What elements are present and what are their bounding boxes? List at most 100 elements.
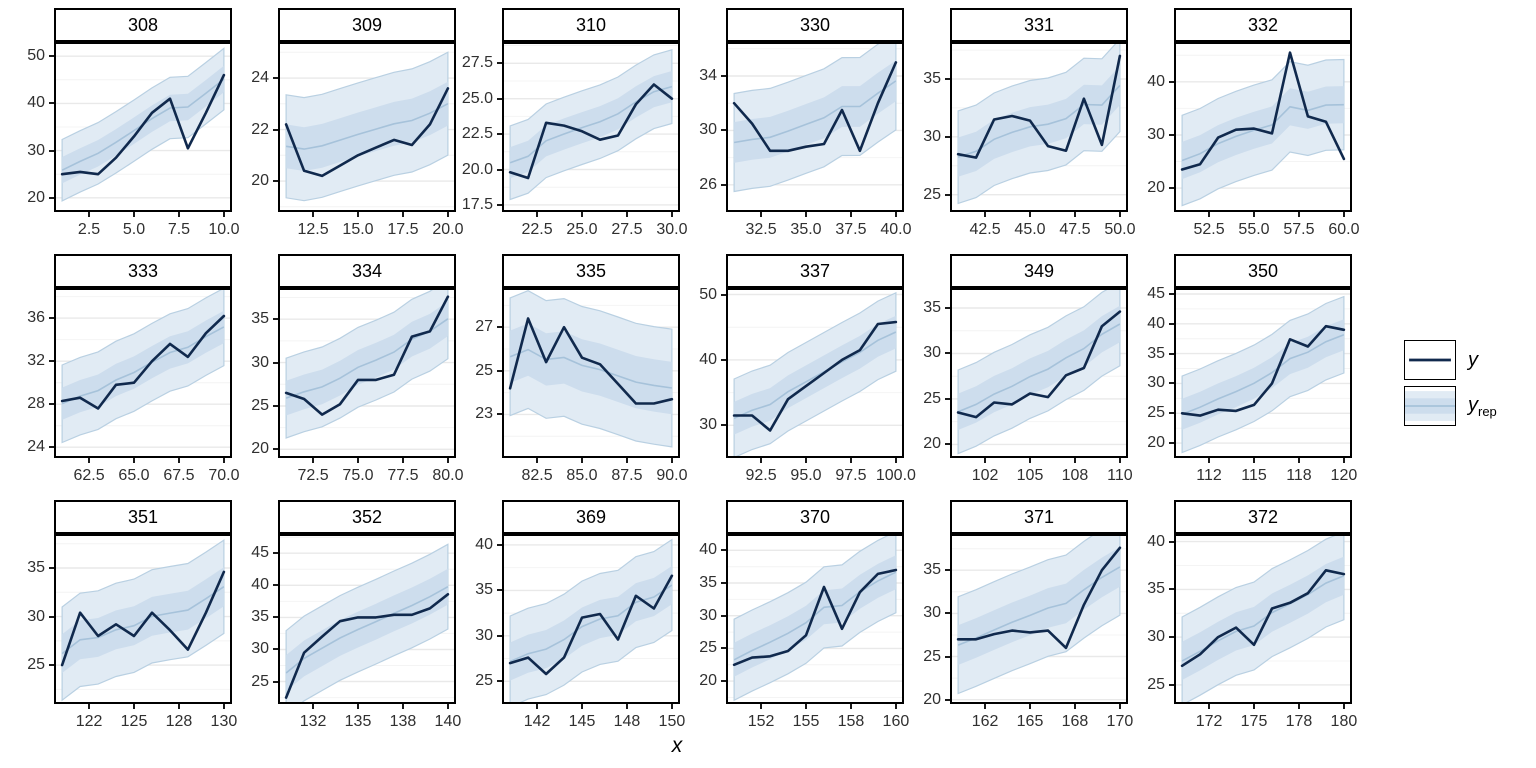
- x-tick-mark: [894, 212, 897, 217]
- x-tick-mark: [357, 458, 359, 463]
- facet-panel: [278, 288, 456, 458]
- x-tick-label: 57.5: [1283, 221, 1315, 238]
- y-line: [1180, 568, 1346, 668]
- y-tick-mark: [1169, 588, 1174, 591]
- facet-plot: [502, 534, 680, 704]
- facet-panel: [950, 288, 1128, 458]
- x-tick-label: 30.0: [656, 221, 688, 238]
- y-axis: 20 25 30 35 40 45: [1130, 285, 1174, 458]
- x-tick-label: 180: [1330, 713, 1358, 730]
- x-axis: 92.5 95.0 97.5 100.0: [726, 458, 916, 492]
- y-tick-label: 27.5: [461, 54, 493, 72]
- x-tick-mark: [177, 458, 180, 463]
- x-tick-label: 20.0: [432, 221, 464, 238]
- x-tick-label: 37.5: [835, 221, 867, 238]
- x-tick-label: 67.5: [163, 467, 195, 484]
- y-line: [284, 87, 450, 178]
- panel-border: [950, 288, 1128, 458]
- ribbon-inner: [510, 323, 672, 415]
- facet-371: 371 20 25 30 35 162 165 168 170: [906, 500, 1133, 746]
- facet-strip: 349: [950, 254, 1128, 288]
- y-tick-label: 25: [923, 647, 941, 665]
- x-tick-mark: [625, 704, 628, 709]
- x-axis: 12.5 15.0 17.5 20.0: [278, 212, 463, 246]
- y-line: [508, 317, 674, 405]
- x-tick-label: 75.0: [342, 467, 374, 484]
- x-tick-label: 10.0: [208, 221, 240, 238]
- y-tick-mark: [49, 615, 54, 618]
- y-tick-label: 40: [27, 94, 45, 112]
- legend-item-y: y: [1404, 340, 1497, 380]
- y-tick-mark: [1169, 442, 1174, 445]
- x-tick-mark: [805, 704, 807, 709]
- facet-plot: [278, 42, 456, 212]
- y-tick-mark: [721, 358, 726, 361]
- ribbon-inner: [958, 305, 1120, 430]
- x-tick-label: 50.0: [1104, 221, 1136, 238]
- x-tick-label: 35.0: [790, 221, 822, 238]
- panel-border: [502, 288, 680, 458]
- y-tick-label: 20: [699, 672, 717, 690]
- x-tick-label: 32.5: [745, 221, 777, 238]
- y-tick-label: 25: [1147, 404, 1165, 422]
- facet-334: 334 20 25 30 35 72.5 75.0 77.5 80.0: [234, 254, 463, 500]
- facet-plot: [1174, 42, 1352, 212]
- y-tick-mark: [721, 129, 726, 132]
- y-tick-label: 25: [251, 672, 269, 690]
- y-line: [956, 54, 1122, 159]
- y-tick-mark: [49, 403, 54, 406]
- x-tick-label: 138: [389, 713, 417, 730]
- y-tick-label: 40: [475, 535, 493, 553]
- facet-plot: [54, 534, 232, 704]
- x-tick-mark: [670, 458, 673, 463]
- facet-plot: [54, 42, 232, 212]
- facet-panel: [1174, 42, 1352, 212]
- legend-label-y: y: [1468, 348, 1478, 371]
- x-tick-mark: [1208, 212, 1211, 217]
- y-axis: 25 30 35 40: [458, 534, 502, 704]
- y-line: [1180, 51, 1346, 171]
- ribbon-inner: [62, 310, 224, 420]
- ribbon-median-line: [733, 571, 897, 661]
- x-tick-label: 27.5: [611, 221, 643, 238]
- facet-plot: [950, 288, 1128, 458]
- x-tick-mark: [401, 212, 404, 217]
- y-tick-label: 25: [1147, 675, 1165, 693]
- facet-panel: [54, 534, 232, 704]
- y-tick-mark: [721, 582, 726, 585]
- x-tick-label: 115: [1241, 467, 1267, 484]
- x-tick-label: 160: [882, 713, 910, 730]
- facet-plot: [950, 534, 1128, 704]
- x-axis: 132 135 138 140: [278, 704, 461, 738]
- y-tick-label: 25: [475, 361, 493, 379]
- y-tick-mark: [1169, 322, 1174, 325]
- y-tick-mark: [945, 443, 950, 446]
- facet-plot: [1174, 534, 1352, 704]
- x-tick-mark: [849, 212, 852, 217]
- y-tick-label: 30: [699, 416, 717, 434]
- x-tick-mark: [222, 704, 225, 709]
- ribbon-median-line: [957, 84, 1121, 158]
- y-tick-label: 50: [27, 47, 45, 65]
- y-tick-mark: [49, 149, 54, 152]
- x-tick-mark: [401, 704, 404, 709]
- facet-grid: 308 20 30 40 50 2.5 5.0 7.5 10.0 309 20 22 24 12.5 15.…: [10, 8, 1359, 746]
- y-tick-mark: [49, 102, 54, 105]
- y-tick-label: 40: [699, 350, 717, 368]
- y-tick-mark: [721, 183, 726, 186]
- x-tick-label: 108: [1061, 467, 1089, 484]
- x-tick-mark: [1073, 212, 1076, 217]
- facet-309: 309 20 22 24 12.5 15.0 17.5 20.0: [234, 8, 463, 254]
- y-tick-label: 30: [923, 604, 941, 622]
- x-axis: 152 155 158 160: [726, 704, 909, 738]
- x-tick-label: 118: [1286, 467, 1312, 484]
- x-tick-mark: [1253, 458, 1255, 463]
- x-tick-label: 87.5: [611, 467, 643, 484]
- y-tick-label: 35: [923, 299, 941, 316]
- x-tick-label: 2.5: [77, 221, 101, 238]
- y-tick-mark: [945, 655, 950, 658]
- ribbon-median-line: [509, 584, 673, 663]
- x-tick-mark: [177, 212, 180, 217]
- y-tick-label: 35: [251, 310, 269, 328]
